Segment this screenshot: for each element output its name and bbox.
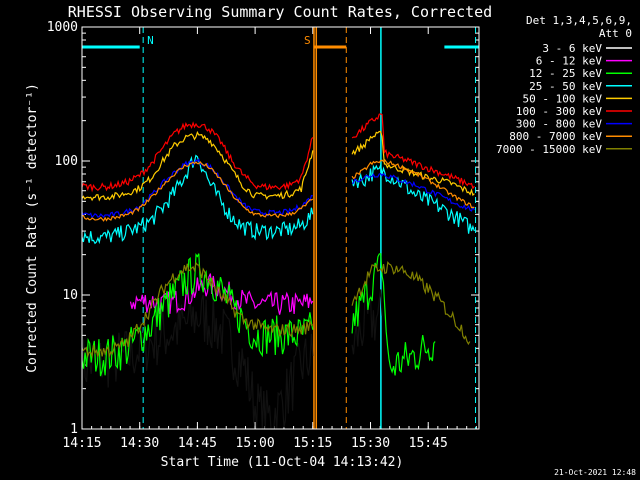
series-line xyxy=(351,113,475,190)
series-line xyxy=(81,121,314,193)
legend-label: 300 - 800 keV xyxy=(516,118,602,131)
x-tick-label: 15:15 xyxy=(293,436,332,451)
legend-label: 100 - 300 keV xyxy=(516,105,602,118)
plot-frame xyxy=(81,26,480,430)
x-tick-label: 15:45 xyxy=(409,436,448,451)
series-line xyxy=(351,159,475,209)
y-axis-label: Corrected Count Rate (s⁻¹ detector⁻¹) xyxy=(25,83,40,373)
legend-label: 7000 - 15000 keV xyxy=(496,143,602,156)
x-tick-label: 14:15 xyxy=(62,436,101,451)
chart-title: RHESSI Observing Summary Count Rates, Co… xyxy=(68,3,492,21)
y-tick-label: 1000 xyxy=(47,20,78,35)
y-tick-label: 100 xyxy=(55,154,78,169)
x-axis-label: Start Time (11-Oct-04 14:13:42) xyxy=(161,455,404,470)
legend-label: 3 - 6 keV xyxy=(542,42,602,55)
legend-label: 6 - 12 keV xyxy=(536,55,603,68)
x-tick-label: 14:45 xyxy=(178,436,217,451)
footer-timestamp: 21-Oct-2021 12:48 xyxy=(554,468,636,477)
y-tick-label: 1 xyxy=(70,422,78,437)
x-tick-label: 15:00 xyxy=(236,436,275,451)
series-line xyxy=(81,261,313,359)
series-line xyxy=(351,163,475,234)
series-line xyxy=(81,154,314,245)
marker-label: S xyxy=(304,34,311,47)
y-axis-ticks: 1 10 100 1000 xyxy=(47,20,479,437)
legend-header-line-1: Det 1,3,4,5,6,9, xyxy=(526,14,632,27)
series-line xyxy=(81,161,314,222)
marker-label: N xyxy=(147,34,154,47)
series-line xyxy=(81,130,314,202)
legend-header-line-2: Att 0 xyxy=(599,27,632,40)
y-tick-label: 10 xyxy=(62,288,78,303)
x-axis-ticks: 14:15 14:30 14:45 15:00 15:15 15:30 15:45 xyxy=(62,27,477,451)
legend-label: 12 - 25 keV xyxy=(529,67,602,80)
series-line xyxy=(81,293,314,430)
x-tick-label: 14:30 xyxy=(120,436,159,451)
series-line xyxy=(351,172,475,212)
series-group xyxy=(81,113,475,430)
series-line xyxy=(351,261,471,346)
legend-label: 25 - 50 keV xyxy=(529,80,602,93)
x-tick-label: 15:30 xyxy=(351,436,390,451)
legend-label: 50 - 100 keV xyxy=(523,92,603,105)
legend-label: 800 - 7000 keV xyxy=(509,130,602,143)
